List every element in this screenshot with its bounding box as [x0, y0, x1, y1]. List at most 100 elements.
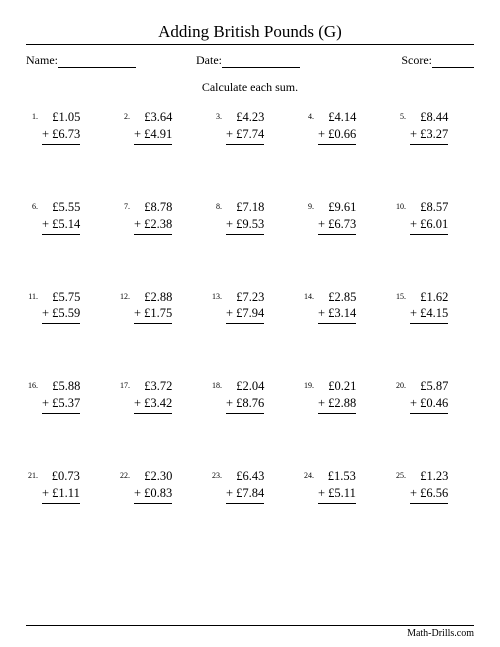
addend-top: £7.18 [226, 199, 264, 216]
problem-number: 6. [26, 199, 38, 211]
addend-bottom: + £5.11 [318, 485, 356, 504]
problem-stack: £4.23+ £7.74 [226, 109, 264, 145]
addend-bottom: + £7.84 [226, 485, 264, 504]
date-label: Date: [196, 53, 222, 68]
problem: 12. £2.88+ £1.75 [118, 289, 198, 325]
problem-number: 21. [26, 468, 38, 480]
addend-bottom: + £0.83 [134, 485, 172, 504]
problem-stack: £1.05+ £6.73 [42, 109, 80, 145]
problem-stack: £2.85+ £3.14 [318, 289, 356, 325]
problem: 13.£7.23+ £7.94 [210, 289, 290, 325]
problem: 23.£6.43+ £7.84 [210, 468, 290, 504]
problem-stack: £8.57+ £6.01 [410, 199, 448, 235]
addend-bottom: + £9.53 [226, 216, 264, 235]
problem-stack: £2.88+ £1.75 [134, 289, 172, 325]
problem: 10. £8.57+ £6.01 [394, 199, 474, 235]
problem: 19. £0.21+ £2.88 [302, 378, 382, 414]
date-field: Date: [196, 53, 300, 68]
meta-row: Name: Date: Score: [26, 53, 474, 68]
problem: 1.£1.05+ £6.73 [26, 109, 106, 145]
problem-number: 18. [210, 378, 222, 390]
problem-number: 17. [118, 378, 130, 390]
addend-top: £2.85 [318, 289, 356, 306]
name-field: Name: [26, 53, 136, 68]
addend-top: £9.61 [318, 199, 356, 216]
addend-top: £0.73 [42, 468, 80, 485]
problem-stack: £4.14+ £0.66 [318, 109, 356, 145]
addend-top: £1.23 [410, 468, 448, 485]
addend-bottom: + £6.01 [410, 216, 448, 235]
addend-top: £1.53 [318, 468, 356, 485]
name-blank[interactable] [58, 56, 136, 68]
addend-bottom: + £1.75 [134, 305, 172, 324]
addend-bottom: + £4.15 [410, 305, 448, 324]
problem-number: 12. [118, 289, 130, 301]
problem-number: 10. [394, 199, 406, 211]
addend-top: £8.78 [134, 199, 172, 216]
addend-top: £1.62 [410, 289, 448, 306]
addend-top: £3.72 [134, 378, 172, 395]
addend-bottom: + £3.42 [134, 395, 172, 414]
problem: 11. £5.75+ £5.59 [26, 289, 106, 325]
addend-bottom: + £5.37 [42, 395, 80, 414]
addend-top: £4.23 [226, 109, 264, 126]
problem-number: 19. [302, 378, 314, 390]
problem-stack: £0.73+ £1.11 [42, 468, 80, 504]
addend-bottom: + £1.11 [42, 485, 80, 504]
addend-top: £4.14 [318, 109, 356, 126]
problem-stack: £0.21+ £2.88 [318, 378, 356, 414]
score-field: Score: [401, 53, 474, 68]
addend-top: £2.30 [134, 468, 172, 485]
addend-top: £2.04 [226, 378, 264, 395]
problem-stack: £5.88+ £5.37 [42, 378, 80, 414]
addend-top: £1.05 [42, 109, 80, 126]
problem-stack: £6.43+ £7.84 [226, 468, 264, 504]
problem-stack: £1.53+ £5.11 [318, 468, 356, 504]
addend-bottom: + £2.38 [134, 216, 172, 235]
score-blank[interactable] [432, 56, 474, 68]
score-label: Score: [401, 53, 432, 68]
problem-number: 3. [210, 109, 222, 121]
addend-bottom: + £7.74 [226, 126, 264, 145]
addend-bottom: + £4.91 [134, 126, 172, 145]
problem-number: 24. [302, 468, 314, 480]
problem: 15. £1.62+ £4.15 [394, 289, 474, 325]
problem-stack: £5.75+ £5.59 [42, 289, 80, 325]
problem: 8.£7.18+ £9.53 [210, 199, 290, 235]
problem-stack: £8.78+ £2.38 [134, 199, 172, 235]
addend-bottom: + £0.66 [318, 126, 356, 145]
problem-grid: 1.£1.05+ £6.732.£3.64+ £4.913.£4.23+ £7.… [26, 109, 474, 504]
addend-bottom: + £6.73 [42, 126, 80, 145]
problem: 6.£5.55+ £5.14 [26, 199, 106, 235]
problem-stack: £8.44+ £3.27 [410, 109, 448, 145]
problem-number: 5. [394, 109, 406, 121]
problem: 24. £1.53+ £5.11 [302, 468, 382, 504]
problem-number: 15. [394, 289, 406, 301]
addend-top: £5.87 [410, 378, 448, 395]
addend-top: £0.21 [318, 378, 356, 395]
date-blank[interactable] [222, 56, 300, 68]
addend-bottom: + £3.27 [410, 126, 448, 145]
problem: 3. £4.23+ £7.74 [210, 109, 290, 145]
addend-top: £8.44 [410, 109, 448, 126]
title-rule [26, 44, 474, 45]
problem-stack: £5.87+ £0.46 [410, 378, 448, 414]
addend-bottom: + £0.46 [410, 395, 448, 414]
addend-bottom: + £2.88 [318, 395, 356, 414]
problem-number: 4. [302, 109, 314, 121]
problem-number: 9. [302, 199, 314, 211]
problem: 14.£2.85+ £3.14 [302, 289, 382, 325]
problem: 7.£8.78+ £2.38 [118, 199, 198, 235]
problem-stack: £1.62+ £4.15 [410, 289, 448, 325]
addend-top: £8.57 [410, 199, 448, 216]
problem-number: 16. [26, 378, 38, 390]
problem-stack: £3.64+ £4.91 [134, 109, 172, 145]
problem: 2. £3.64+ £4.91 [118, 109, 198, 145]
problem-stack: £7.23+ £7.94 [226, 289, 264, 325]
addend-bottom: + £5.14 [42, 216, 80, 235]
problem-number: 11. [26, 289, 38, 301]
problem: 17. £3.72+ £3.42 [118, 378, 198, 414]
problem-number: 22. [118, 468, 130, 480]
problem: 22. £2.30+ £0.83 [118, 468, 198, 504]
problem-number: 2. [118, 109, 130, 121]
